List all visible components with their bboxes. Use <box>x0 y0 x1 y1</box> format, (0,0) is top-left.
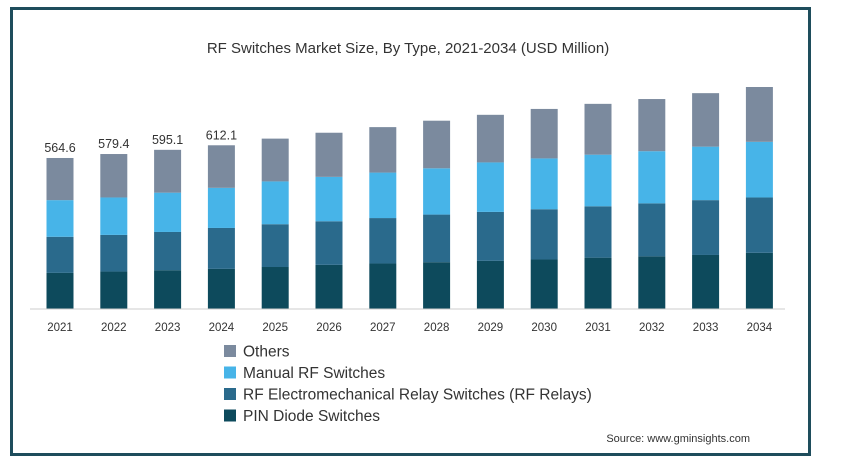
bar-segment <box>692 200 720 255</box>
source-note: Source: www.gminsights.com <box>606 433 750 445</box>
bar-segment <box>692 146 720 201</box>
bar-segment <box>207 227 235 269</box>
bar-segment <box>638 99 666 152</box>
bar-segment <box>638 256 666 309</box>
bars-group <box>46 87 773 309</box>
bar-segment <box>638 203 666 257</box>
bar-segment <box>207 145 235 188</box>
legend-swatch <box>224 409 236 422</box>
bar-segment <box>584 206 612 258</box>
bar-segment <box>692 254 720 309</box>
bar-segment <box>584 154 612 207</box>
bar-segment <box>46 236 74 273</box>
bar-segment <box>369 263 397 309</box>
x-tick-label: 2022 <box>101 322 127 334</box>
bar-segment <box>476 114 504 163</box>
bar-segment <box>476 260 504 309</box>
bar-segment <box>476 162 504 212</box>
x-tick-label: 2034 <box>747 322 773 334</box>
x-tick-label: 2023 <box>155 322 181 334</box>
bar-segment <box>638 151 666 204</box>
bar-segment <box>423 214 451 263</box>
bar-segment <box>261 224 289 268</box>
bar-segment <box>207 187 235 228</box>
legend-label: PIN Diode Switches <box>243 408 380 425</box>
bar-segment <box>207 268 235 309</box>
x-tick-label: 2024 <box>209 322 235 334</box>
legend-swatch <box>224 345 236 357</box>
bar-segment <box>100 271 128 309</box>
bar-segment <box>476 211 504 261</box>
x-tick-label: 2028 <box>424 322 450 334</box>
bar-segment <box>100 234 128 272</box>
x-tick-label: 2025 <box>262 322 288 334</box>
bar-segment <box>100 197 128 235</box>
bar-segment <box>423 120 451 169</box>
x-tick-label: 2026 <box>316 322 342 334</box>
bar-segment <box>584 257 612 309</box>
bar-segment <box>261 138 289 182</box>
bar-segment <box>100 154 128 198</box>
x-tick-label: 2032 <box>639 322 665 334</box>
bar-segment <box>315 132 343 177</box>
bar-segment <box>530 259 558 309</box>
legend: Others Manual RF Switches RF Electromechan… <box>224 344 592 425</box>
bar-segment <box>261 267 289 309</box>
legend-label: Others <box>243 344 290 361</box>
bar-segment <box>369 127 397 173</box>
bar-segment <box>315 221 343 265</box>
x-tick-label: 2031 <box>585 322 611 334</box>
bar-segment <box>46 200 74 237</box>
x-axis-ticks: 2021 2022 2023 2024 2025 2026 2027 2028 2029 2030… <box>47 322 773 334</box>
data-label: 612.1 <box>206 128 237 142</box>
data-label: 595.1 <box>152 133 183 147</box>
data-labels: 564.6 579.4 595.1 612.1 <box>44 128 237 155</box>
legend-swatch <box>224 388 236 400</box>
x-tick-label: 2021 <box>47 322 73 334</box>
bar-segment <box>369 172 397 219</box>
bar-segment <box>530 158 558 210</box>
bar-segment <box>154 149 182 193</box>
bar-segment <box>369 218 397 264</box>
bar-segment <box>745 197 773 253</box>
bar-segment <box>692 93 720 147</box>
bar-segment <box>154 231 182 271</box>
bar-segment <box>745 252 773 309</box>
bar-segment <box>745 87 773 142</box>
bar-segment <box>315 176 343 222</box>
bar-segment <box>584 103 612 155</box>
bar-segment <box>315 264 343 309</box>
bar-segment <box>423 262 451 309</box>
bar-segment <box>261 181 289 225</box>
legend-swatch <box>224 366 236 379</box>
chart-title: RF Switches Market Size, By Type, 2021-2… <box>207 40 609 57</box>
legend-label: Manual RF Switches <box>243 365 385 382</box>
bar-segment <box>46 157 74 201</box>
bar-segment <box>745 141 773 198</box>
data-label: 579.4 <box>98 137 129 151</box>
legend-label: RF Electromechanical Relay Switches (RF … <box>243 387 592 404</box>
chart-frame <box>10 7 811 456</box>
bar-segment <box>423 168 451 215</box>
x-tick-label: 2027 <box>370 322 396 334</box>
bar-segment <box>530 209 558 260</box>
x-tick-label: 2029 <box>478 322 504 334</box>
data-label: 564.6 <box>44 141 75 155</box>
bar-segment <box>154 270 182 309</box>
bar-segment <box>530 108 558 159</box>
x-tick-label: 2033 <box>693 322 719 334</box>
bar-segment <box>154 192 182 232</box>
x-tick-label: 2030 <box>531 322 557 334</box>
bar-segment <box>46 272 74 309</box>
